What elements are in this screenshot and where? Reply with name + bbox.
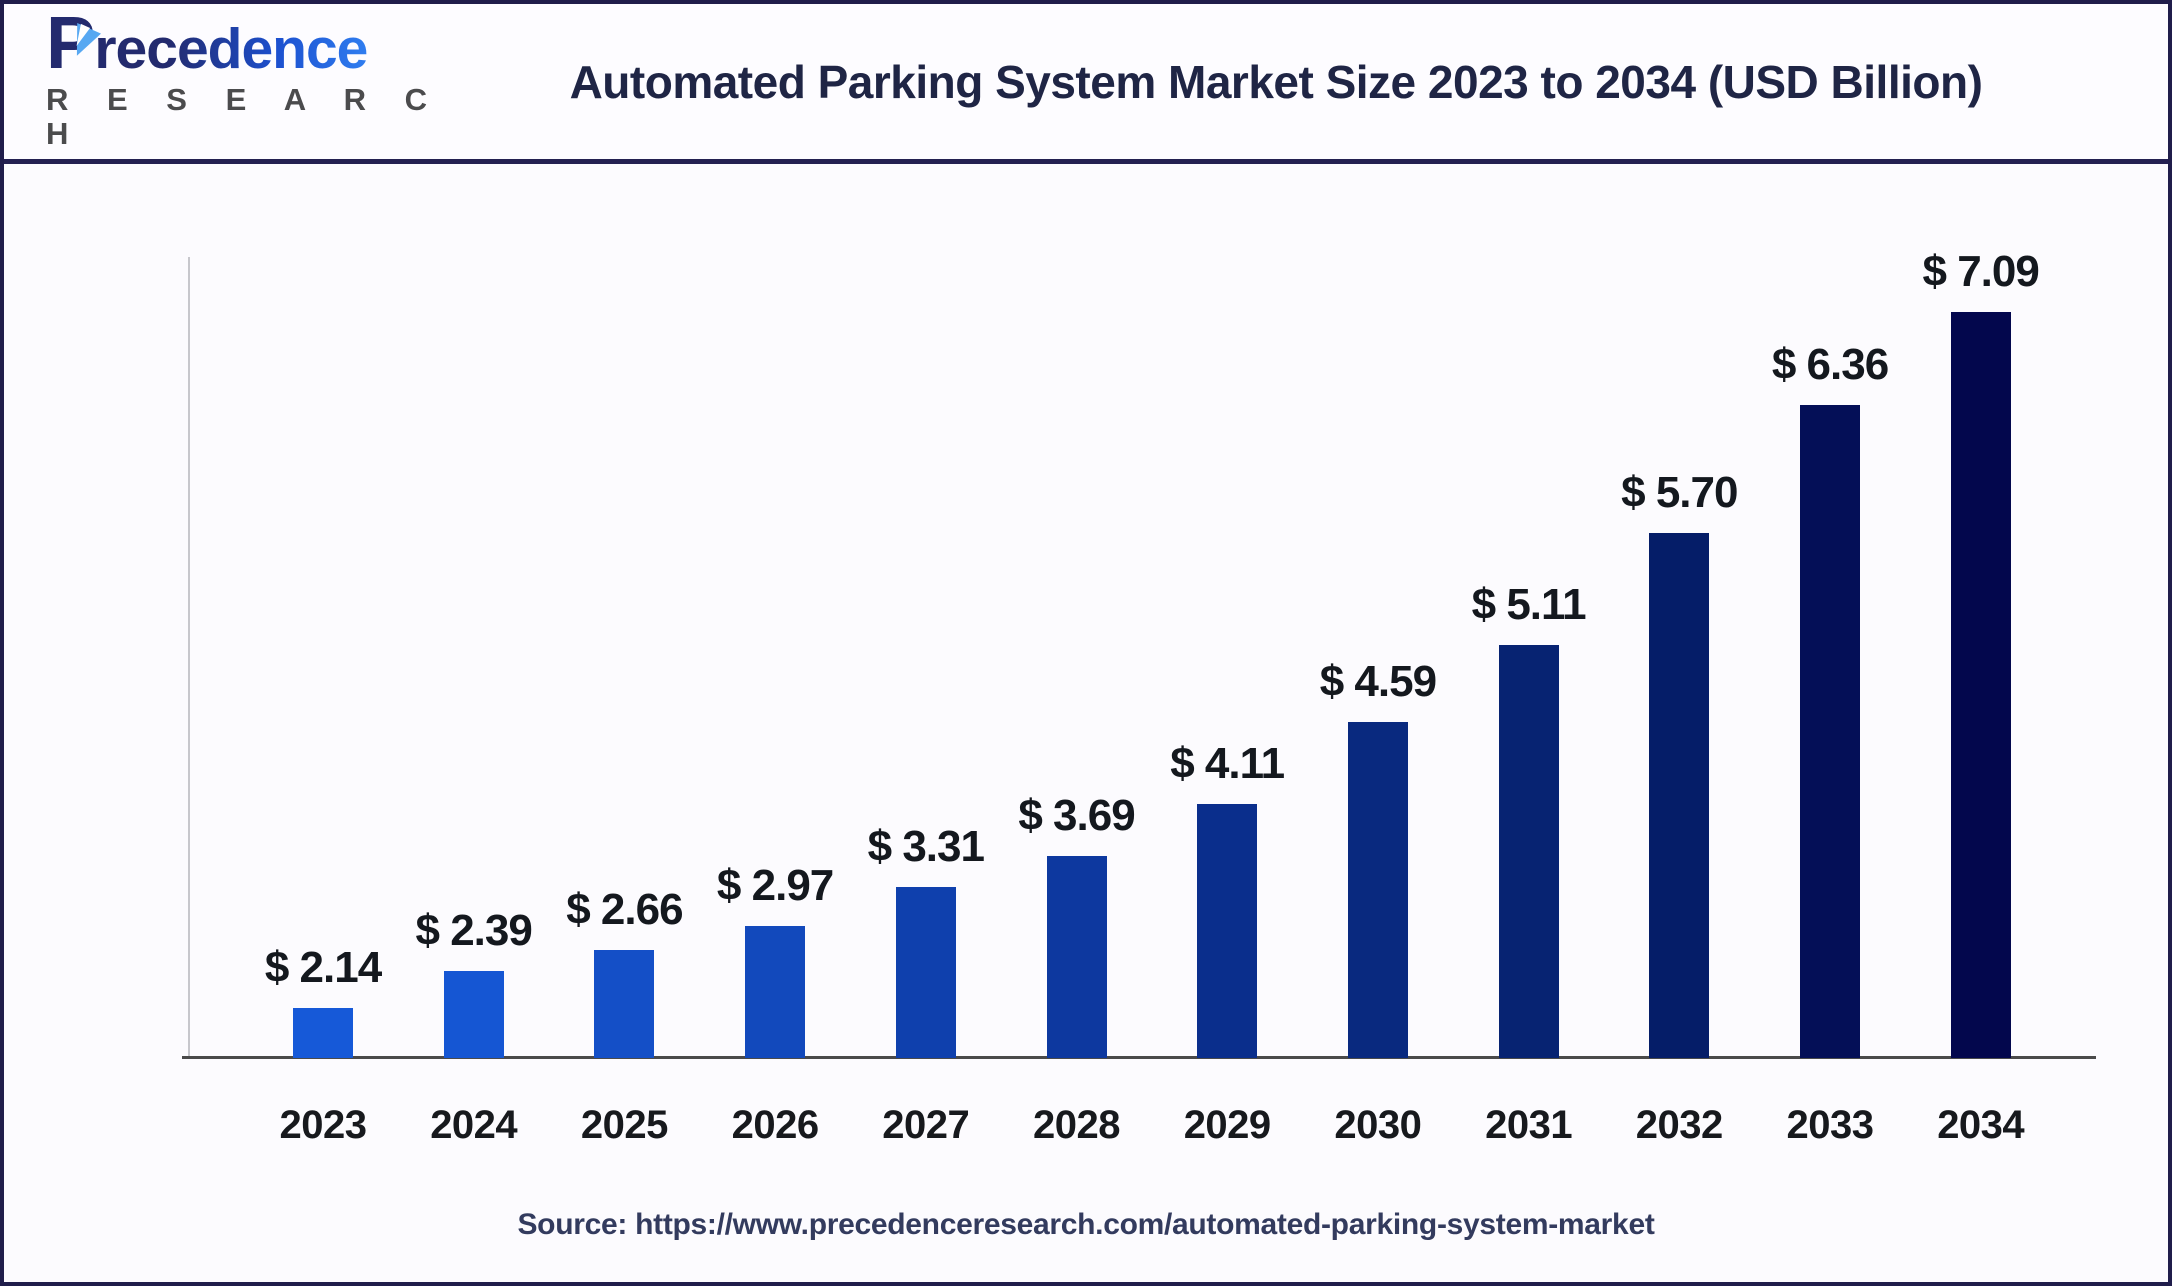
bar-2024 [443, 971, 504, 1058]
x-tick-label-2024: 2024 [430, 1103, 518, 1147]
x-tick-label-2033: 2033 [1786, 1103, 1874, 1147]
bar-value-label-2033: $ 6.36 [1771, 340, 1889, 389]
x-tick-label-2025: 2025 [580, 1103, 668, 1147]
header: Precedence R E S E A R C H Automated Par… [4, 4, 2168, 164]
bar-value-label-2024: $ 2.39 [415, 906, 533, 955]
x-tick-label-2031: 2031 [1485, 1103, 1573, 1147]
bar-2031 [1498, 645, 1559, 1058]
bar-2032 [1649, 533, 1710, 1058]
x-axis-line [182, 1056, 2096, 1059]
x-tick-label-2026: 2026 [731, 1103, 819, 1147]
bar-2029 [1197, 804, 1258, 1058]
x-tick-label-2034: 2034 [1937, 1103, 2025, 1147]
bar-value-label-2028: $ 3.69 [1018, 791, 1135, 840]
x-tick-label-2027: 2027 [882, 1103, 970, 1147]
bar-value-label-2029: $ 4.11 [1170, 739, 1285, 788]
x-tick-label-2032: 2032 [1635, 1103, 1723, 1147]
bar-2030 [1347, 722, 1408, 1058]
bar-value-label-2034: $ 7.09 [1922, 247, 2040, 296]
page-title: Automated Parking System Market Size 202… [569, 55, 1983, 108]
bar-value-label-2031: $ 5.11 [1471, 580, 1587, 629]
bar-value-label-2027: $ 3.31 [867, 822, 985, 871]
source-text: Source: https://www.precedenceresearch.c… [517, 1208, 1655, 1241]
bar-chart: $ 2.14 2023 $ 2.39 2024 $ 2.66 2025 $ 2.97 2026… [4, 4, 2168, 1282]
x-tick-label-2028: 2028 [1033, 1103, 1120, 1147]
bar-2033 [1800, 405, 1860, 1058]
bar-value-label-2025: $ 2.66 [566, 885, 683, 934]
y-axis-line [188, 257, 190, 1058]
precedence-logo: Precedence R E S E A R C H [4, 13, 464, 151]
bar-2023 [293, 1008, 353, 1058]
x-tick-label-2030: 2030 [1334, 1103, 1422, 1147]
bar-value-label-2030: $ 4.59 [1319, 657, 1437, 706]
bar-2028 [1046, 856, 1107, 1058]
bar-value-label-2032: $ 5.70 [1621, 468, 1738, 517]
logo-research-text: R E S E A R C H [46, 81, 442, 151]
bar-2027 [895, 887, 956, 1058]
x-tick-label-2029: 2029 [1183, 1103, 1271, 1147]
bar-value-label-2023: $ 2.14 [264, 943, 382, 992]
bar-2034 [1950, 312, 2011, 1058]
bar-value-label-2026: $ 2.97 [716, 861, 834, 910]
x-tick-label-2023: 2023 [279, 1103, 367, 1147]
bar-2025 [594, 950, 655, 1058]
bar-2026 [745, 926, 806, 1058]
